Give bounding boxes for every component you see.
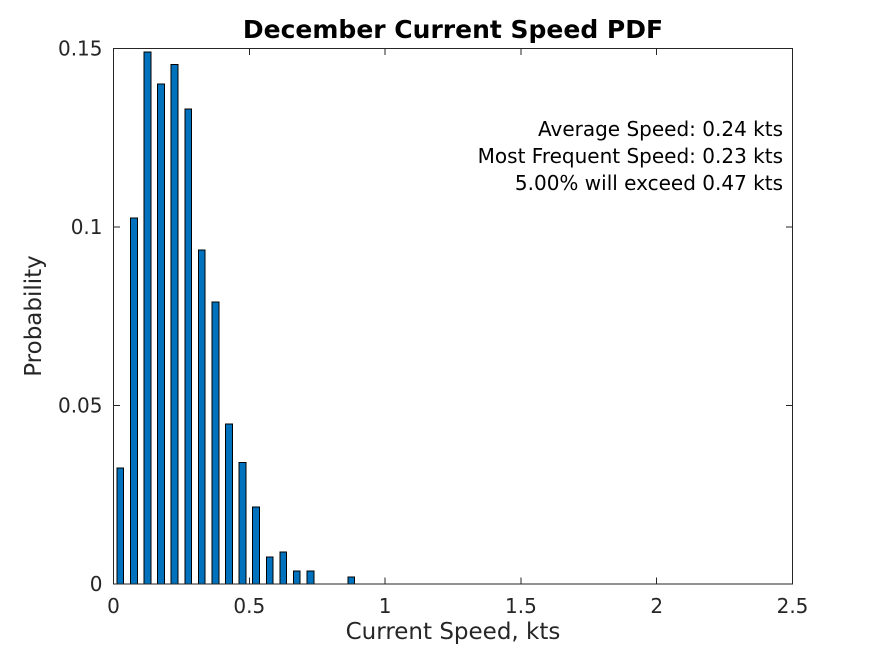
annotation-average-speed: Average Speed: 0.24 kts bbox=[537, 117, 783, 141]
histogram-bar bbox=[157, 83, 165, 585]
y-axis-label: Probability bbox=[21, 255, 47, 377]
x-tick-label: 0.5 bbox=[233, 594, 265, 618]
histogram-bar bbox=[197, 249, 206, 585]
histogram-bar bbox=[130, 217, 138, 585]
axes-box bbox=[113, 48, 793, 585]
y-tick-label: 0.05 bbox=[58, 394, 103, 418]
histogram-bar bbox=[211, 301, 220, 585]
histogram-bar bbox=[279, 551, 288, 585]
x-tick-label: 0 bbox=[107, 594, 120, 618]
x-axis-label: Current Speed, kts bbox=[345, 619, 561, 645]
x-tick-label: 1.5 bbox=[505, 594, 537, 618]
histogram-bar bbox=[292, 570, 301, 585]
histogram-bar bbox=[238, 462, 247, 585]
histogram-bar bbox=[306, 570, 315, 585]
y-tick-label: 0.15 bbox=[58, 37, 103, 61]
x-tick-label: 1 bbox=[379, 594, 392, 618]
chart-title: December Current Speed PDF bbox=[242, 15, 664, 44]
x-tick-label: 2 bbox=[650, 594, 663, 618]
histogram-bar bbox=[170, 64, 179, 585]
y-tick-label: 0.1 bbox=[71, 215, 103, 239]
histogram-bar bbox=[184, 108, 193, 585]
y-tick-label: 0 bbox=[90, 572, 103, 596]
histogram-bar bbox=[265, 556, 274, 585]
histogram-bar bbox=[225, 423, 233, 585]
histogram-bar bbox=[252, 506, 260, 585]
annotation-exceedance: 5.00% will exceed 0.47 kts bbox=[514, 171, 783, 195]
x-tick-label: 2.5 bbox=[777, 594, 809, 618]
stats-annotation: Average Speed: 0.24 kts Most Frequent Sp… bbox=[478, 116, 783, 197]
histogram-bar bbox=[143, 51, 152, 585]
histogram-bar bbox=[347, 576, 356, 585]
histogram-bar bbox=[116, 467, 125, 585]
annotation-most-frequent-speed: Most Frequent Speed: 0.23 kts bbox=[477, 144, 783, 168]
